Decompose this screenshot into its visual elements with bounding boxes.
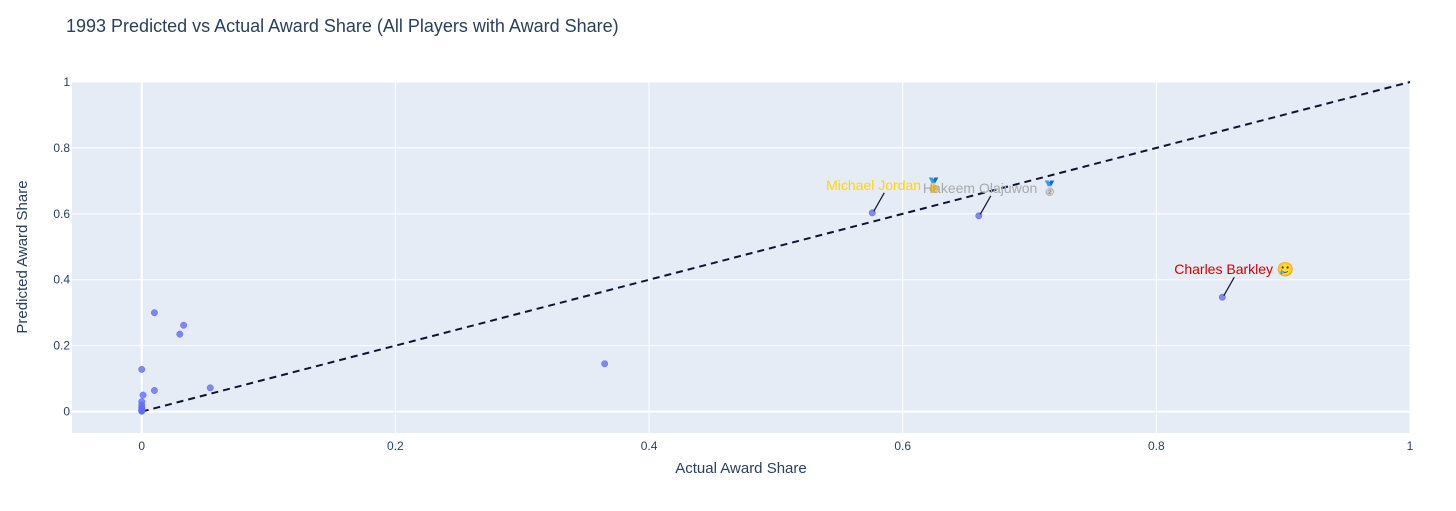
- x-axis-label: Actual Award Share: [675, 460, 806, 477]
- annotation-label: Michael Jordan 🥇: [826, 177, 942, 194]
- y-tick-label: 0.4: [53, 273, 70, 287]
- y-tick-label: 0: [63, 405, 70, 419]
- x-tick-label: 0.6: [894, 439, 911, 453]
- data-point: [138, 407, 146, 415]
- x-tick-label: 0.8: [1148, 439, 1165, 453]
- y-tick-label: 1: [63, 75, 70, 89]
- data-point: [150, 387, 158, 394]
- y-axis-ticks: 0 0.2 0.4 0.6 0.8 1: [53, 75, 70, 419]
- data-point: [139, 391, 147, 399]
- chart-title: 1993 Predicted vs Actual Award Share (Al…: [66, 16, 619, 36]
- annotations: Michael Jordan 🥇Hakeem Olajuwon 🥈 Charles…: [826, 177, 1294, 297]
- plot-area: [72, 82, 1410, 433]
- data-points: [138, 209, 1226, 415]
- annotation-label: Hakeem Olajuwon 🥈: [923, 180, 1059, 197]
- x-tick-label: 1: [1407, 439, 1414, 453]
- annotation-arrow: [873, 192, 885, 212]
- data-point: [206, 384, 214, 392]
- annotation-label: Charles Barkley 🥲: [1174, 261, 1294, 277]
- y-axis-label: Predicted Award Share: [14, 180, 31, 333]
- data-point: [176, 330, 184, 338]
- y-tick-label: 0.2: [53, 339, 70, 353]
- gridlines: [72, 81, 1411, 433]
- y-tick-label: 0.6: [53, 207, 70, 221]
- reference-line-layer: [141, 81, 1411, 413]
- x-tick-label: 0: [138, 439, 145, 453]
- data-point: [138, 365, 146, 373]
- annotation-arrow: [1223, 276, 1235, 297]
- data-point: [150, 309, 158, 317]
- data-point: [601, 360, 609, 368]
- x-tick-label: 0.2: [387, 439, 404, 453]
- reference-line: [141, 81, 1411, 413]
- x-tick-label: 0.4: [641, 439, 658, 453]
- y-tick-label: 0.8: [53, 141, 70, 155]
- data-point: [180, 321, 188, 329]
- x-axis-ticks: 0 0.2 0.4 0.6 0.8 1: [138, 439, 1413, 453]
- annotation-arrow: [979, 195, 992, 215]
